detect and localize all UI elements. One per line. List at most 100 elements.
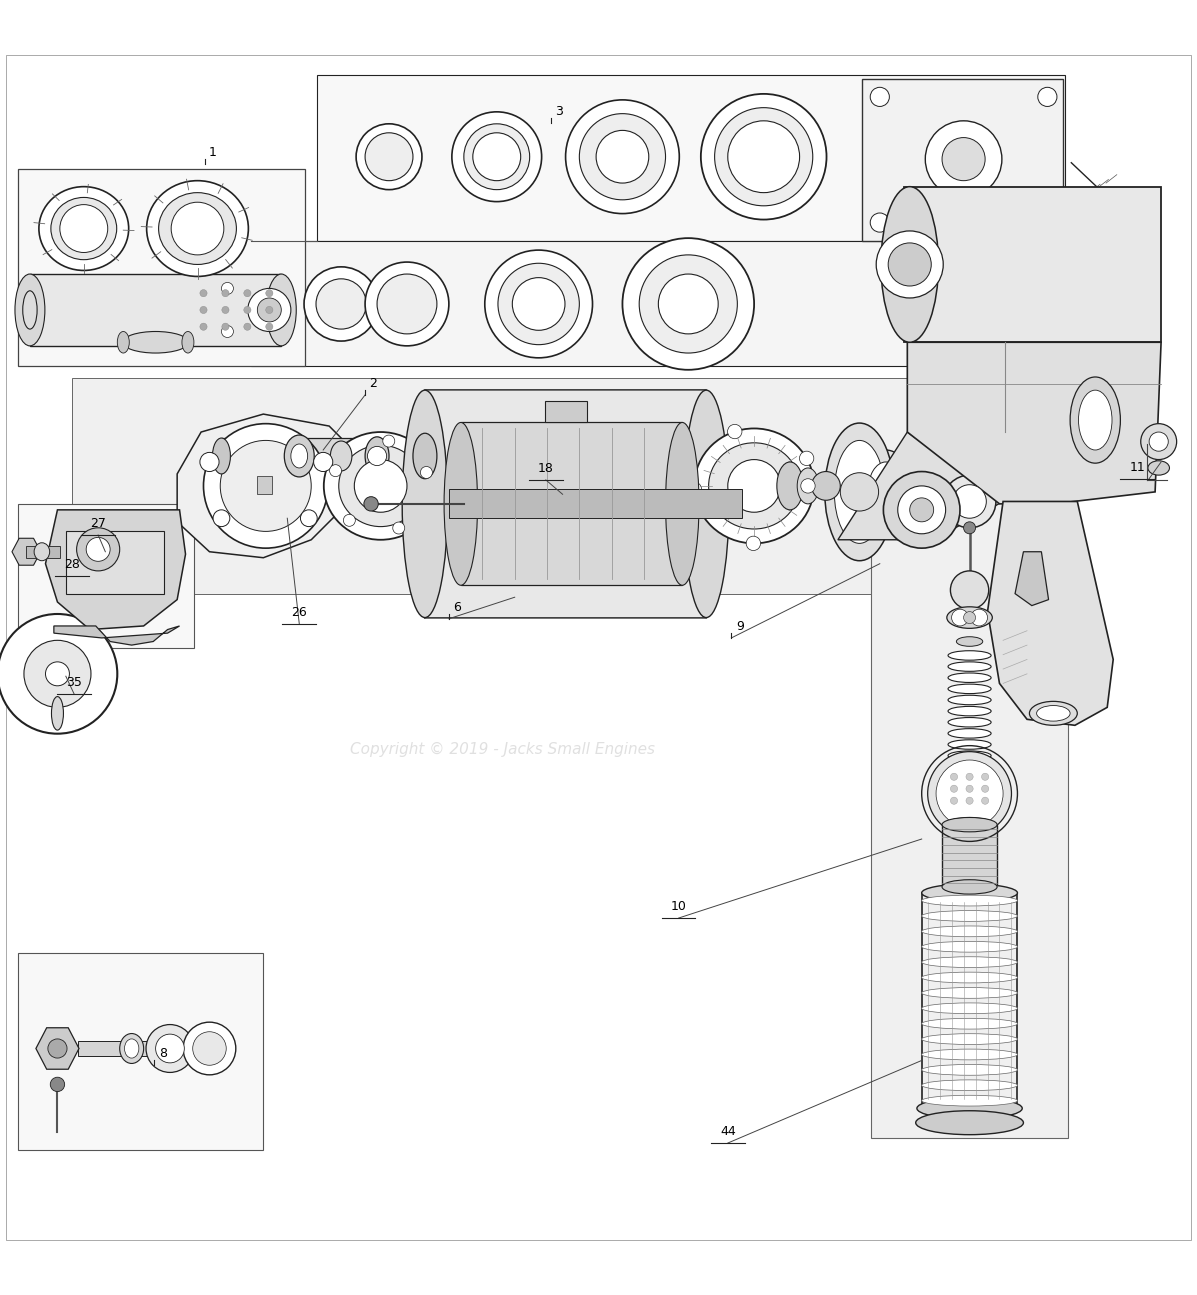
Circle shape [203,423,328,548]
Ellipse shape [35,543,49,561]
Circle shape [840,473,879,512]
Circle shape [266,290,273,297]
Circle shape [910,497,934,522]
Ellipse shape [948,751,991,760]
Circle shape [870,212,889,232]
Circle shape [512,277,565,330]
Text: 11: 11 [1129,461,1146,474]
Ellipse shape [922,957,1017,967]
Ellipse shape [463,124,529,189]
Ellipse shape [956,637,983,646]
Ellipse shape [357,124,423,189]
Ellipse shape [683,390,729,618]
Bar [26,545,60,558]
Polygon shape [18,953,263,1150]
Circle shape [183,1022,236,1075]
Circle shape [221,325,233,338]
Ellipse shape [365,436,389,475]
Circle shape [344,514,356,526]
Circle shape [952,609,968,625]
Circle shape [213,510,230,527]
Ellipse shape [285,435,314,477]
Ellipse shape [922,1033,1017,1045]
Ellipse shape [23,291,37,329]
Circle shape [971,609,988,625]
Circle shape [244,307,251,313]
Circle shape [966,798,973,804]
Ellipse shape [639,255,737,354]
Polygon shape [18,504,194,648]
Polygon shape [251,241,946,366]
Circle shape [746,536,760,550]
Circle shape [888,243,931,286]
Ellipse shape [948,739,991,750]
Bar [78,1041,150,1055]
Circle shape [77,528,120,571]
Ellipse shape [316,278,366,329]
Ellipse shape [948,650,991,660]
Ellipse shape [1148,461,1169,475]
Circle shape [300,510,317,527]
Polygon shape [317,75,1065,241]
Ellipse shape [942,879,997,894]
Circle shape [193,1032,226,1066]
Text: 1: 1 [209,146,217,159]
Circle shape [728,460,780,513]
Polygon shape [54,625,180,645]
Circle shape [221,290,229,297]
Circle shape [982,785,989,793]
Circle shape [156,1035,184,1063]
Bar [30,275,281,346]
Circle shape [354,460,407,513]
Ellipse shape [881,186,938,342]
Ellipse shape [797,467,819,504]
Circle shape [146,1024,194,1072]
Circle shape [936,760,1003,828]
Ellipse shape [117,332,129,354]
Circle shape [383,435,395,447]
Ellipse shape [339,445,423,527]
Ellipse shape [922,884,1017,901]
Text: 44: 44 [719,1125,736,1138]
Circle shape [898,486,946,534]
Ellipse shape [1037,706,1070,721]
Circle shape [24,640,91,707]
Ellipse shape [922,895,1017,906]
Ellipse shape [579,114,666,199]
Text: 2: 2 [370,377,377,390]
Circle shape [1038,212,1057,232]
Ellipse shape [777,462,803,510]
Ellipse shape [14,275,45,346]
Circle shape [964,522,976,534]
Ellipse shape [952,761,988,773]
Ellipse shape [694,429,814,544]
Ellipse shape [701,95,826,220]
Circle shape [966,785,973,793]
Circle shape [950,773,958,781]
Circle shape [473,133,521,181]
Text: 10: 10 [670,900,687,913]
Text: 3: 3 [555,105,563,118]
Circle shape [257,298,281,322]
Ellipse shape [417,438,433,474]
Ellipse shape [922,1080,1017,1090]
Circle shape [942,137,985,181]
Ellipse shape [51,697,63,730]
Polygon shape [838,433,1003,540]
Ellipse shape [868,462,904,522]
Ellipse shape [917,1098,1022,1119]
Circle shape [393,522,405,534]
Ellipse shape [948,684,991,694]
Bar [66,531,164,593]
Ellipse shape [498,263,579,344]
Ellipse shape [922,1049,1017,1059]
Circle shape [367,447,387,466]
Ellipse shape [146,181,249,276]
Ellipse shape [922,988,1017,998]
Text: 27: 27 [90,517,107,530]
Bar [545,401,587,422]
Ellipse shape [922,1096,1017,1106]
Bar [942,825,997,887]
Circle shape [244,290,251,297]
Circle shape [658,275,718,334]
